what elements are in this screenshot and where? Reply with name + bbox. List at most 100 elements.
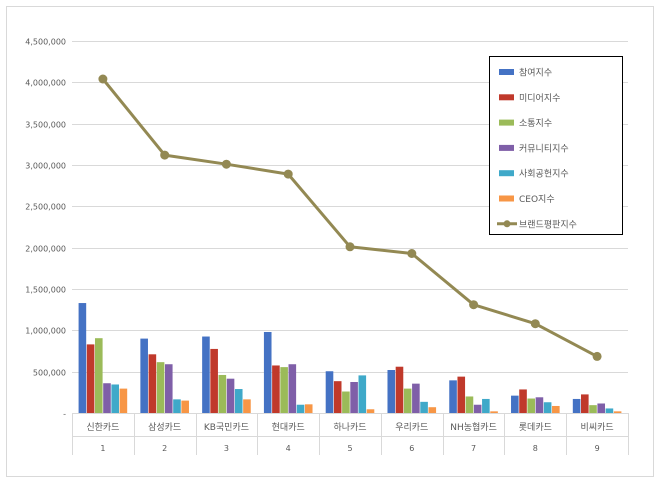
x-rank-label: 1 bbox=[100, 444, 105, 453]
y-tick-label: 3,000,000 bbox=[25, 162, 66, 171]
legend-swatch bbox=[499, 69, 514, 75]
bar bbox=[613, 411, 622, 413]
bar bbox=[589, 405, 597, 413]
bar bbox=[552, 405, 560, 413]
bar bbox=[325, 371, 334, 413]
bar bbox=[111, 384, 119, 413]
line-point bbox=[160, 150, 170, 160]
bar bbox=[482, 398, 490, 413]
bar bbox=[288, 364, 297, 413]
y-tick-label: 500,000 bbox=[33, 369, 66, 378]
bar bbox=[119, 388, 128, 413]
bar bbox=[412, 383, 420, 413]
bar bbox=[366, 409, 375, 413]
y-tick-label: 2,500,000 bbox=[25, 203, 66, 212]
y-tick-label: - bbox=[63, 410, 66, 419]
x-rank-label: 7 bbox=[471, 444, 476, 453]
y-tick-label: 2,000,000 bbox=[25, 245, 66, 254]
legend-label: CEO지수 bbox=[519, 194, 555, 205]
bar bbox=[333, 381, 342, 413]
line-point bbox=[592, 351, 602, 361]
bar bbox=[350, 382, 358, 413]
bar bbox=[78, 303, 87, 413]
bar bbox=[605, 408, 614, 413]
bar bbox=[263, 331, 272, 413]
bar bbox=[511, 395, 519, 413]
x-rank-label: 3 bbox=[224, 444, 229, 453]
legend-swatch bbox=[499, 195, 514, 202]
bar bbox=[218, 374, 227, 413]
legend-label: 사회공헌지수 bbox=[519, 169, 569, 180]
bar bbox=[296, 404, 305, 413]
x-rank-label: 9 bbox=[595, 444, 600, 453]
bar bbox=[449, 380, 457, 413]
bar bbox=[164, 364, 173, 413]
bar bbox=[280, 367, 288, 413]
line-point bbox=[469, 300, 479, 310]
line-series bbox=[98, 74, 602, 361]
bar bbox=[543, 402, 552, 413]
bar bbox=[243, 399, 251, 413]
bar bbox=[173, 399, 181, 413]
bar bbox=[395, 366, 404, 413]
bar bbox=[234, 389, 243, 413]
bar bbox=[519, 389, 527, 413]
x-tick-label: 롯데카드 bbox=[519, 422, 552, 433]
y-tick-label: 3,500,000 bbox=[25, 121, 66, 130]
y-tick-label: 4,000,000 bbox=[25, 79, 66, 88]
line-point bbox=[530, 319, 540, 329]
x-tick-label: 현대카드 bbox=[272, 422, 305, 433]
line-point bbox=[345, 242, 355, 252]
x-rank-label: 8 bbox=[533, 444, 538, 453]
x-rank-label: 2 bbox=[162, 444, 167, 453]
line-point bbox=[98, 74, 108, 84]
legend-label: 소통지수 bbox=[519, 118, 552, 129]
legend-label: 참여지수 bbox=[519, 67, 552, 79]
bar bbox=[527, 398, 536, 413]
legend-swatch bbox=[499, 94, 514, 101]
bar bbox=[181, 400, 189, 413]
bar bbox=[210, 348, 218, 413]
bar bbox=[140, 338, 148, 413]
x-rank-label: 5 bbox=[347, 444, 352, 453]
bar bbox=[103, 383, 111, 413]
bar bbox=[358, 375, 367, 413]
bar bbox=[156, 362, 165, 413]
bar bbox=[465, 396, 474, 413]
legend-swatch bbox=[499, 119, 514, 126]
bar bbox=[535, 397, 544, 413]
y-tick-label: 4,500,000 bbox=[25, 38, 66, 47]
bar bbox=[86, 344, 95, 413]
bar bbox=[581, 394, 589, 413]
x-rank-label: 4 bbox=[286, 444, 291, 453]
line-point bbox=[407, 249, 417, 258]
bar bbox=[473, 404, 482, 413]
x-tick-label: 우리카드 bbox=[395, 422, 428, 433]
bar bbox=[304, 404, 313, 413]
line-point bbox=[221, 159, 231, 169]
legend-label: 커뮤니티지수 bbox=[519, 143, 569, 154]
x-tick-label: 하나카드 bbox=[333, 422, 366, 433]
bar bbox=[403, 388, 412, 413]
bar bbox=[202, 336, 210, 413]
x-tick-label: KB국민카드 bbox=[204, 422, 249, 433]
x-axis: 신한카드 1 삼성카드 2 KB국민카드 3 현대카드 4 하나카드 5 우리카드 6 NH농협카드 7 롯… bbox=[72, 413, 629, 455]
x-tick-label: NH농협카드 bbox=[450, 421, 497, 433]
x-rank-label: 6 bbox=[409, 444, 414, 453]
bar bbox=[428, 407, 437, 413]
bar bbox=[387, 370, 396, 413]
y-axis: - 500,000 1,000,000 1,500,000 2,000,000 2,500… bbox=[25, 38, 66, 419]
legend-swatch bbox=[499, 144, 514, 151]
bar bbox=[272, 365, 280, 413]
y-tick-label: 1,000,000 bbox=[25, 327, 66, 336]
legend-line-marker bbox=[503, 220, 511, 228]
bar bbox=[148, 354, 157, 413]
bar bbox=[490, 411, 498, 413]
bar bbox=[94, 338, 103, 413]
x-tick-label: 삼성카드 bbox=[148, 422, 181, 433]
legend-label: 브랜드평판지수 bbox=[519, 219, 577, 230]
x-tick-label: 신한카드 bbox=[86, 422, 119, 433]
